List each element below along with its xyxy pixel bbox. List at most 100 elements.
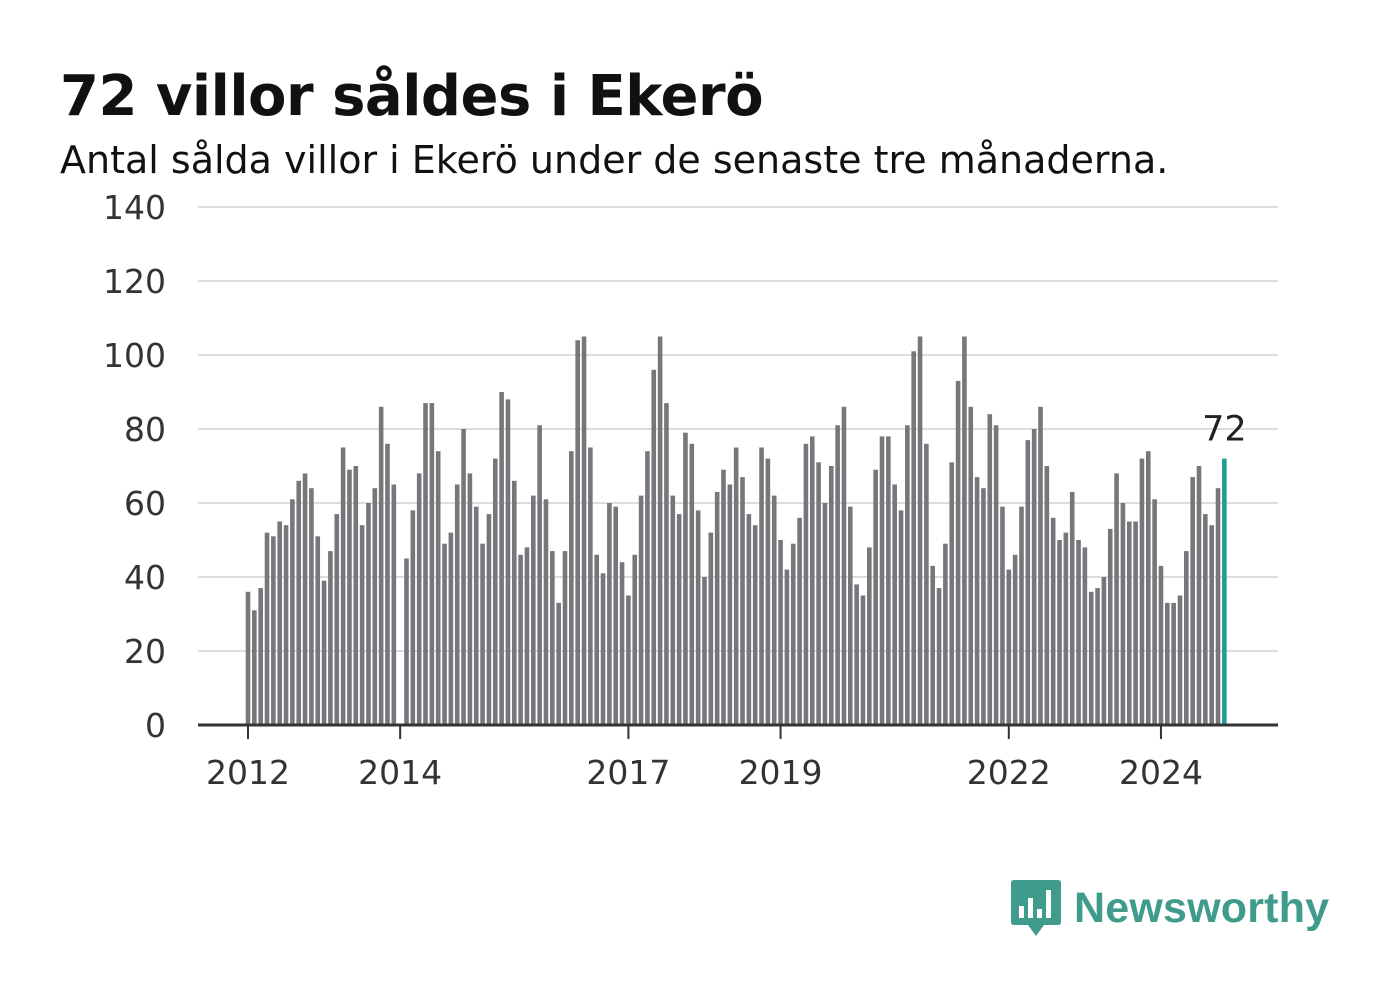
bar: [892, 484, 897, 725]
bar: [1019, 506, 1024, 725]
bar: [511, 480, 517, 725]
bar: [689, 443, 695, 725]
bar: [841, 406, 847, 725]
bar: [499, 392, 504, 725]
x-tick-label: 2019: [739, 753, 823, 792]
bar-latest: [1222, 458, 1227, 725]
bar: [784, 569, 790, 725]
labels: 0 20 40 60 80 100 120 140 2012 2014 2017 2019 2022 20…: [103, 188, 1247, 792]
bar: [759, 447, 764, 725]
bar: [461, 429, 466, 725]
bar: [1152, 499, 1157, 725]
bar: [588, 447, 593, 725]
bar: [442, 543, 447, 725]
bar: [321, 580, 327, 725]
y-tick-label: 100: [103, 336, 166, 375]
bar: [531, 495, 536, 725]
bar: [993, 425, 999, 725]
bar: [1057, 540, 1062, 725]
bar: [930, 565, 936, 725]
bar: [1095, 588, 1100, 725]
bar: [1133, 521, 1138, 725]
bar: [651, 369, 657, 725]
bar: [505, 399, 511, 725]
bar: [721, 469, 726, 725]
newsworthy-logo[interactable]: Newsworthy: [1010, 878, 1329, 938]
bar: [968, 406, 974, 725]
bar: [1158, 565, 1164, 725]
bar: [1126, 521, 1132, 725]
bar: [797, 517, 802, 725]
bar: [410, 510, 416, 725]
bars: [245, 336, 1227, 725]
bar: [708, 532, 714, 725]
bar: [258, 588, 263, 725]
bar: [854, 584, 859, 725]
bar: [664, 403, 669, 725]
bar: [1050, 517, 1056, 725]
bar: [702, 577, 707, 725]
bar: [594, 554, 599, 725]
bar: [676, 514, 682, 725]
bar: [670, 495, 676, 725]
bar: [835, 425, 840, 725]
bar: [727, 484, 733, 725]
bar: [924, 443, 929, 725]
bar: [467, 473, 473, 725]
bar: [645, 451, 650, 725]
bar: [765, 458, 771, 725]
bar: [277, 521, 282, 725]
bar: [962, 336, 967, 725]
bar: [771, 495, 777, 725]
bar: [1196, 466, 1202, 725]
bar: [695, 510, 701, 725]
bar: [619, 562, 625, 725]
bar: [657, 336, 663, 725]
bar: [543, 499, 549, 725]
bar: [607, 503, 612, 725]
bar: [955, 380, 961, 725]
bar: [429, 403, 435, 725]
bar: [1000, 506, 1005, 725]
bar: [981, 488, 986, 725]
bar: [778, 540, 783, 725]
bar: [448, 532, 454, 725]
bar: [416, 473, 422, 725]
bar: [1101, 577, 1107, 725]
chart-title: 72 villor såldes i Ekerö: [60, 64, 764, 129]
bar: [816, 462, 821, 725]
bar: [1145, 451, 1151, 725]
bar: [252, 610, 257, 725]
bar: [848, 506, 853, 725]
bar: [1120, 503, 1126, 725]
bar: [480, 543, 485, 725]
bar: [353, 466, 359, 725]
bar: [518, 554, 523, 725]
bar: [949, 462, 955, 725]
bar: [1063, 532, 1069, 725]
bar: [1082, 547, 1088, 725]
bar: [752, 525, 758, 725]
bar: [626, 595, 631, 725]
bar: [556, 602, 561, 725]
bar: [271, 536, 276, 725]
bar: [600, 573, 606, 725]
bar: [391, 484, 397, 725]
bar: [803, 443, 809, 725]
bar: [385, 443, 390, 725]
bar: [302, 473, 308, 725]
bar: [683, 432, 688, 725]
bar: [347, 469, 352, 725]
bar: [987, 414, 993, 725]
y-tick-label: 80: [124, 410, 166, 449]
bar: [1088, 591, 1094, 725]
bar: [1190, 477, 1195, 725]
bar: [283, 525, 289, 725]
latest-value-label: 72: [1202, 410, 1247, 450]
bar: [378, 406, 384, 725]
bar: [328, 551, 333, 725]
bar: [1006, 569, 1012, 725]
bar: [1209, 525, 1214, 725]
bar: [372, 488, 378, 725]
